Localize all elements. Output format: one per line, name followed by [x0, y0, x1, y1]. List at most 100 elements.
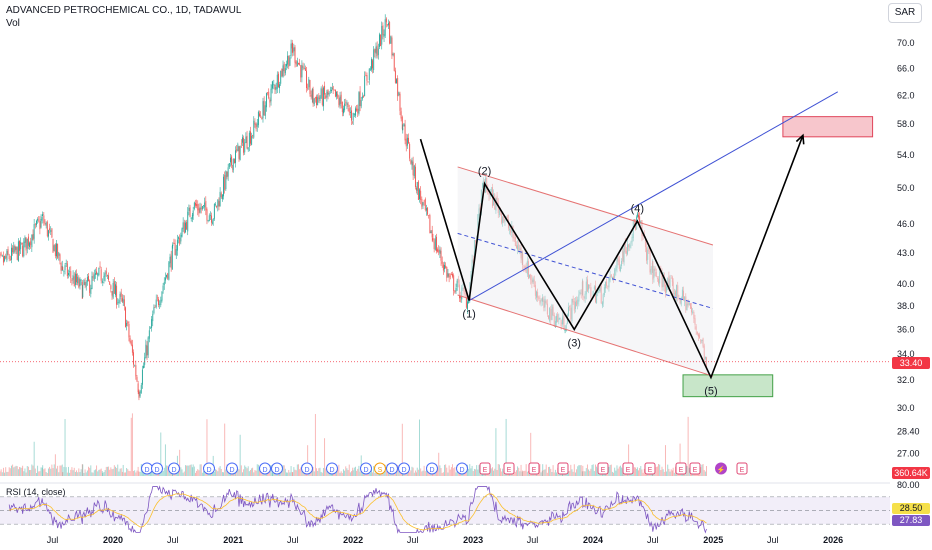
- candle-body: [51, 228, 53, 238]
- event-marker[interactable]: S: [374, 462, 386, 475]
- candle-body: [447, 273, 449, 277]
- candle-body: [34, 224, 36, 226]
- volume-bar: [596, 466, 598, 476]
- event-marker[interactable]: D: [398, 462, 410, 475]
- candle-body: [121, 297, 123, 302]
- volume-bar: [6, 471, 8, 476]
- volume-bar: [579, 465, 581, 476]
- event-marker[interactable]: D: [151, 462, 163, 475]
- event-marker[interactable]: D: [360, 462, 372, 475]
- candle-body: [433, 241, 435, 250]
- volume-bar: [516, 470, 517, 476]
- volume-bar: [189, 464, 191, 476]
- candle-body: [411, 160, 413, 166]
- candle-body: [21, 242, 23, 244]
- event-marker[interactable]: E: [644, 462, 656, 475]
- volume-bar: [540, 472, 542, 476]
- candle-body: [291, 43, 293, 49]
- volume-bar: [442, 472, 444, 476]
- candle-body: [424, 199, 426, 210]
- event-marker[interactable]: E: [675, 462, 687, 475]
- candle-body: [374, 48, 376, 53]
- event-marker-letter: D: [459, 467, 464, 474]
- event-marker-letter: D: [171, 467, 176, 474]
- candle-body: [247, 147, 249, 150]
- candle-body: [137, 383, 139, 393]
- volume-bar: [448, 465, 450, 476]
- volume-bar: [127, 469, 129, 476]
- volume-bar: [164, 444, 166, 476]
- event-marker[interactable]: E: [597, 462, 609, 475]
- event-marker[interactable]: D: [326, 462, 338, 475]
- price-tick-label: 34.0: [897, 349, 915, 359]
- candle-body: [456, 280, 458, 288]
- candle-body: [41, 217, 43, 221]
- volume-bar: [240, 465, 242, 476]
- volume-bar: [307, 445, 309, 476]
- event-marker[interactable]: E: [736, 462, 748, 475]
- event-markers[interactable]: D D D D D D D D D D S D D D D E E E E E E E E E ⚡ E: [141, 462, 748, 475]
- candle-body: [437, 249, 439, 252]
- support-zone: [682, 374, 774, 398]
- event-marker[interactable]: D: [259, 462, 271, 475]
- event-marker[interactable]: E: [689, 462, 701, 475]
- volume-bar: [288, 469, 290, 476]
- volume-bar: [556, 472, 557, 476]
- event-marker[interactable]: E: [622, 462, 634, 475]
- candle-body: [154, 307, 156, 308]
- volume-bar: [422, 470, 424, 476]
- volume-bar: [322, 467, 324, 476]
- symbol-title[interactable]: ADVANCED PETROCHEMICAL CO., 1D, TADAWUL: [6, 5, 242, 16]
- event-marker[interactable]: D: [301, 462, 313, 475]
- event-marker[interactable]: D: [456, 462, 468, 475]
- volume-bar: [667, 464, 669, 476]
- volume-bar: [134, 470, 136, 476]
- volume-bar: [24, 468, 26, 476]
- volume-bar: [441, 472, 443, 476]
- candle-body: [209, 215, 211, 216]
- candle-body: [129, 337, 131, 343]
- candle-body: [26, 238, 28, 249]
- event-marker-letter: D: [401, 467, 406, 474]
- volume-bar: [116, 468, 118, 476]
- event-marker[interactable]: D: [168, 462, 180, 475]
- event-marker[interactable]: D: [203, 462, 215, 475]
- event-marker[interactable]: D: [226, 462, 238, 475]
- event-marker[interactable]: E: [528, 462, 540, 475]
- event-marker[interactable]: E: [557, 462, 569, 475]
- candle-body: [389, 21, 391, 44]
- event-marker[interactable]: D: [426, 462, 438, 475]
- price-tick-label: 27.00: [897, 448, 920, 458]
- candle-body: [564, 328, 566, 331]
- volume-bar: [700, 467, 702, 476]
- candle-body: [150, 328, 151, 329]
- volume-bar: [375, 472, 377, 476]
- candle-body: [298, 62, 299, 65]
- volume-bar: [410, 470, 412, 476]
- dividend-badge: [386, 462, 398, 475]
- volume-bar: [614, 467, 616, 476]
- volume-bar: [447, 472, 449, 476]
- candle-body: [49, 228, 51, 230]
- currency-button[interactable]: SAR: [888, 3, 922, 23]
- candle-body: [199, 207, 201, 213]
- candle-body: [223, 176, 225, 197]
- event-marker[interactable]: D: [386, 462, 398, 475]
- candle-body: [237, 144, 239, 152]
- event-marker[interactable]: ⚡: [715, 462, 727, 475]
- event-marker[interactable]: D: [141, 462, 153, 475]
- candle-body: [269, 99, 271, 103]
- volume-bar: [204, 470, 206, 476]
- volume-bar: [86, 470, 88, 476]
- last-price-tag: 33.40: [892, 357, 930, 369]
- candle-body: [22, 245, 24, 257]
- candle-body: [104, 273, 106, 277]
- candle-body: [340, 94, 342, 104]
- candle-body: [212, 218, 214, 221]
- event-marker[interactable]: E: [479, 462, 491, 475]
- event-marker[interactable]: E: [503, 462, 515, 475]
- volume-bar: [125, 472, 126, 476]
- event-marker[interactable]: D: [271, 462, 283, 475]
- volume-bar: [136, 470, 138, 476]
